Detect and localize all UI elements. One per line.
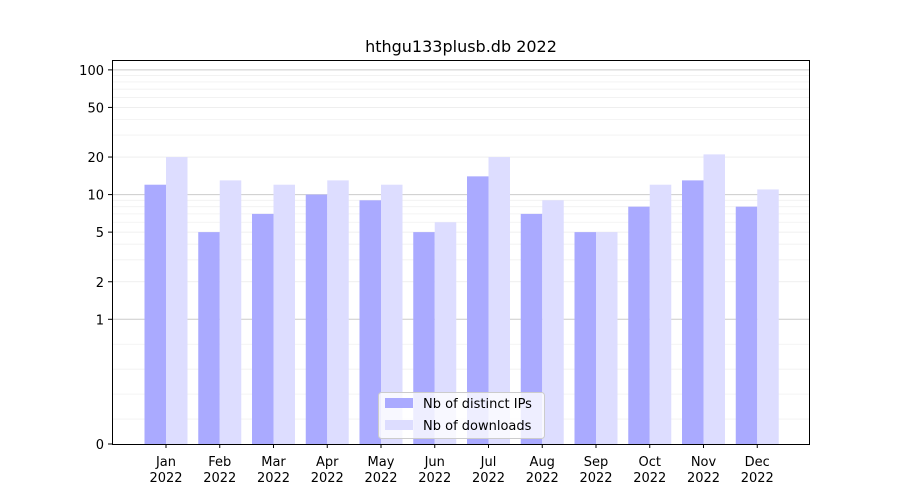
- x-tick-label-month: Apr: [316, 455, 339, 470]
- x-tick-label-year: 2022: [257, 471, 290, 486]
- bar-downloads: [327, 180, 349, 444]
- bar-distinct-ips: [144, 184, 166, 444]
- bar-downloads: [596, 232, 618, 444]
- bar-distinct-ips: [735, 206, 758, 444]
- y-tick-label: 2: [96, 276, 104, 291]
- x-tick-label-year: 2022: [364, 471, 397, 486]
- y-axis: 0 1 2 5 10 20 50 100: [79, 64, 112, 453]
- legend-label-downloads: Nb of downloads: [423, 419, 532, 434]
- bar-downloads: [166, 157, 188, 444]
- bar-distinct-ips: [305, 194, 328, 444]
- y-tick-label: 50: [87, 101, 104, 116]
- bar-downloads: [703, 154, 725, 444]
- bar-downloads: [649, 184, 672, 444]
- bar-distinct-ips: [252, 213, 274, 444]
- x-tick-label-month: Jun: [424, 455, 445, 470]
- x-tick-label-year: 2022: [311, 471, 344, 486]
- bar-distinct-ips: [359, 200, 381, 444]
- y-tick-label: 10: [87, 189, 104, 204]
- y-tick-label: 100: [79, 64, 104, 79]
- x-tick-label-month: Mar: [261, 455, 286, 470]
- legend-swatch-downloads: [385, 420, 413, 430]
- x-tick-label-year: 2022: [526, 471, 559, 486]
- x-axis: Jan2022Feb2022Mar2022Apr2022May2022Jun20…: [149, 444, 774, 486]
- x-tick-label-month: Nov: [691, 455, 717, 470]
- bar-distinct-ips: [467, 176, 489, 444]
- x-tick-label-year: 2022: [579, 471, 612, 486]
- x-tick-label-month: Jan: [155, 455, 176, 470]
- bars: [144, 154, 779, 444]
- x-tick-label-month: Dec: [745, 455, 770, 470]
- x-tick-label-year: 2022: [149, 471, 182, 486]
- legend-box: [378, 392, 545, 439]
- y-tick-label: 0: [96, 438, 104, 453]
- bar-downloads: [542, 200, 564, 444]
- bar-downloads: [434, 222, 457, 444]
- x-tick-label-month: Sep: [584, 455, 609, 470]
- bar-distinct-ips: [628, 206, 650, 444]
- x-tick-label-month: Aug: [530, 455, 555, 470]
- x-tick-label-year: 2022: [633, 471, 666, 486]
- bar-downloads: [219, 180, 242, 444]
- legend: Nb of distinct IPs Nb of downloads: [378, 392, 545, 439]
- x-tick-label-year: 2022: [418, 471, 451, 486]
- bar-downloads: [488, 157, 510, 444]
- bar-distinct-ips: [198, 232, 220, 444]
- bar-downloads: [757, 189, 779, 444]
- x-tick-label-month: May: [368, 455, 395, 470]
- bar-distinct-ips: [413, 232, 435, 444]
- chart-title: hthgu133plusb.db 2022: [365, 37, 557, 56]
- x-tick-label-year: 2022: [472, 471, 505, 486]
- bar-downloads: [381, 184, 403, 444]
- bar-downloads: [273, 184, 295, 444]
- y-tick-label: 5: [96, 226, 104, 241]
- x-tick-label-year: 2022: [203, 471, 236, 486]
- y-tick-label: 1: [96, 313, 104, 328]
- bar-distinct-ips: [682, 180, 704, 444]
- legend-label-distinct-ips: Nb of distinct IPs: [423, 397, 532, 412]
- x-tick-label-month: Jul: [480, 455, 497, 470]
- x-tick-label-year: 2022: [741, 471, 774, 486]
- legend-swatch-distinct-ips: [385, 398, 413, 408]
- plot-frame: [112, 60, 810, 445]
- x-tick-label-year: 2022: [687, 471, 720, 486]
- x-tick-label-month: Oct: [639, 455, 661, 470]
- x-tick-label-month: Feb: [208, 455, 231, 470]
- bar-distinct-ips: [574, 232, 596, 444]
- y-tick-label: 20: [87, 151, 104, 166]
- bar-distinct-ips: [520, 213, 543, 444]
